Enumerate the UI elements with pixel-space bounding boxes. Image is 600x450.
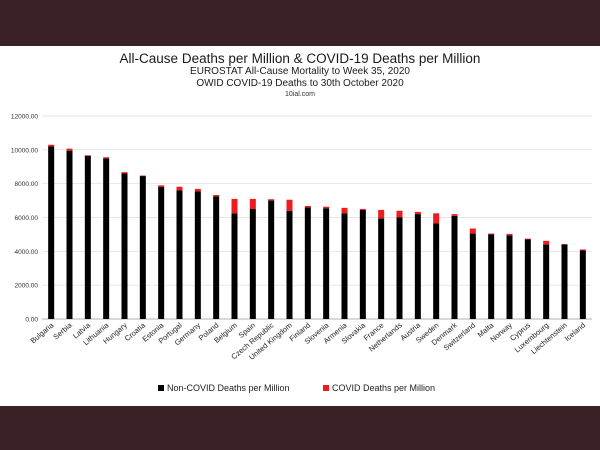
bar-covid	[433, 213, 440, 224]
chart-title: All-Cause Deaths per Million & COVID-19 …	[119, 51, 481, 66]
y-tick-label: 6000.00	[15, 215, 39, 222]
x-tick-label: Bulgaria	[29, 320, 56, 345]
bar-non-covid	[194, 191, 201, 319]
bar-covid	[66, 148, 73, 151]
bar-non-covid	[249, 209, 256, 319]
bar-covid	[378, 209, 385, 219]
bar-non-covid	[561, 244, 568, 319]
y-tick-label: 10000.00	[11, 147, 38, 154]
bar-covid	[524, 238, 531, 240]
bar-non-covid	[488, 234, 495, 319]
bar-non-covid	[176, 190, 183, 319]
bar-covid	[414, 211, 421, 215]
bar-non-covid	[433, 223, 440, 319]
bar-covid	[304, 205, 311, 208]
bar-non-covid	[158, 187, 165, 319]
chart-titles: All-Cause Deaths per Million & COVID-19 …	[0, 46, 600, 100]
chart-panel: All-Cause Deaths per Million & COVID-19 …	[0, 46, 600, 406]
bar-covid	[579, 249, 586, 251]
bar-covid	[103, 157, 110, 159]
bar-covid	[488, 233, 495, 235]
bar-covid	[176, 186, 183, 191]
bar-covid	[323, 206, 330, 209]
y-tick-label: 2000.00	[15, 283, 39, 290]
chart-subtitle-1: EUROSTAT All-Cause Mortality to Week 35,…	[190, 66, 410, 77]
bar-non-covid	[304, 207, 311, 319]
bar-covid	[359, 208, 366, 210]
bar-covid	[396, 210, 403, 218]
bar-covid	[506, 233, 513, 236]
bar-covid	[194, 188, 201, 192]
bar-non-covid	[341, 213, 348, 319]
bar-covid	[286, 199, 293, 211]
bar-non-covid	[524, 239, 531, 319]
bar-non-covid	[451, 215, 458, 319]
bar-covid	[249, 198, 256, 210]
chart-subtitle-2: OWID COVID-19 Deaths to 30th October 202…	[196, 78, 404, 89]
bar-non-covid	[378, 218, 385, 319]
bar-non-covid	[268, 200, 275, 319]
bar-covid	[84, 155, 91, 156]
x-tick-label: Serbia	[51, 320, 74, 341]
bar-covid	[213, 195, 220, 197]
bar-covid	[561, 244, 568, 245]
bar-non-covid	[286, 210, 293, 319]
legend-label-covid: COVID Deaths per Million	[332, 383, 435, 393]
bar-non-covid	[543, 244, 550, 319]
bar-covid	[469, 228, 476, 234]
bar-covid	[341, 207, 348, 214]
bar-covid	[121, 172, 128, 174]
bar-covid	[451, 214, 458, 216]
legend-label-non-covid: Non-COVID Deaths per Million	[167, 383, 290, 393]
bar-non-covid	[579, 250, 586, 319]
bar-non-covid	[469, 233, 476, 319]
bar-chart: 0.00 2000.00 4000.00 6000.00 8000.00 10000.00…	[11, 114, 592, 393]
bar-non-covid	[84, 155, 91, 319]
y-tick-label: 4000.00	[15, 249, 39, 256]
bar-non-covid	[506, 235, 513, 319]
bar-covid	[543, 240, 550, 245]
y-tick-label: 8000.00	[15, 181, 39, 188]
bar-covid	[268, 199, 275, 201]
legend-swatch-covid	[323, 385, 329, 391]
bar-non-covid	[213, 196, 220, 319]
bar-non-covid	[121, 173, 128, 319]
x-tick-label: Iceland	[563, 321, 587, 343]
bar-non-covid	[48, 146, 55, 319]
bar-non-covid	[139, 176, 146, 319]
bar-non-covid	[231, 213, 238, 319]
bar-non-covid	[323, 208, 330, 319]
y-tick-label: 12000.00	[11, 114, 38, 121]
bar-non-covid	[66, 150, 73, 319]
bar-non-covid	[396, 217, 403, 319]
bar-non-covid	[414, 214, 421, 319]
bar-non-covid	[103, 158, 110, 319]
bar-non-covid	[359, 209, 366, 319]
chart-source: 10ial.com	[285, 91, 315, 98]
y-tick-label: 0.00	[25, 317, 38, 324]
bar-covid	[48, 144, 55, 147]
bar-covid	[158, 185, 165, 188]
legend-swatch-non-covid	[158, 385, 164, 391]
bar-covid	[139, 175, 146, 177]
bar-covid	[231, 198, 238, 214]
